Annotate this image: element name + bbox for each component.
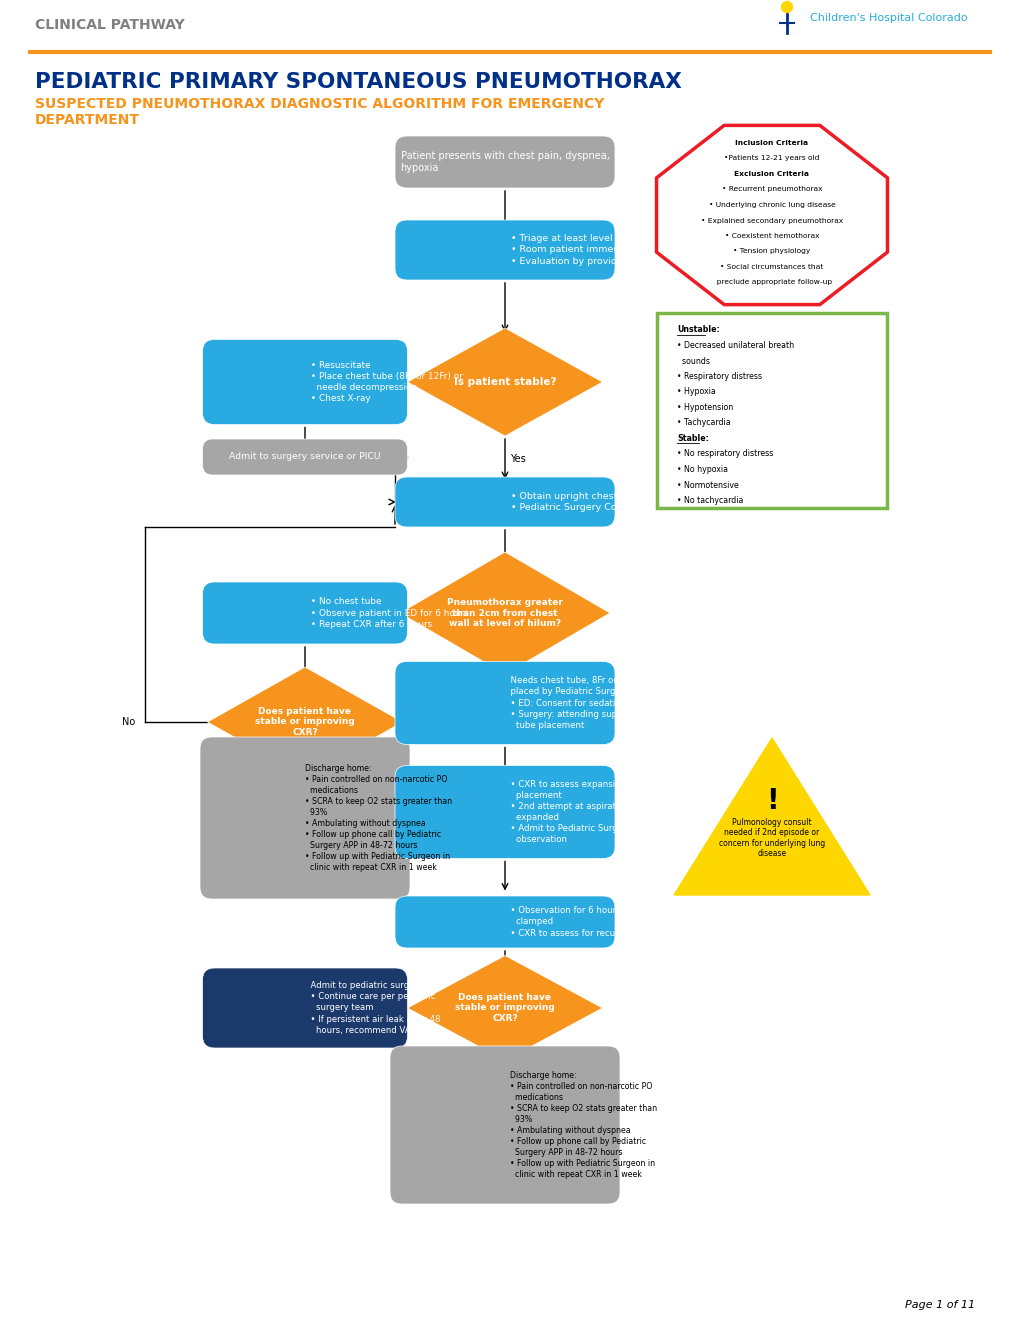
Text: • Observation for 6 hours with catheter
    clamped
  • CXR to assess for recurr: • Observation for 6 hours with catheter … <box>504 907 681 937</box>
Text: Discharge home:
  • Pain controlled on non-narcotic PO
    medications
  • SCRA : Discharge home: • Pain controlled on non… <box>504 1071 656 1180</box>
Text: Is patient stable?: Is patient stable? <box>453 378 555 387</box>
Text: Unstable:: Unstable: <box>677 326 719 334</box>
Text: • Explained secondary pneumothorax: • Explained secondary pneumothorax <box>700 218 843 223</box>
Text: No: No <box>121 717 135 727</box>
Polygon shape <box>674 738 869 895</box>
Text: • Social circumstances that: • Social circumstances that <box>719 264 822 271</box>
FancyBboxPatch shape <box>394 766 614 858</box>
Text: • Tension physiology: • Tension physiology <box>733 248 810 255</box>
FancyBboxPatch shape <box>394 661 614 744</box>
Text: Does patient have
stable or improving
CXR?: Does patient have stable or improving CX… <box>255 708 355 737</box>
Text: • Respiratory distress: • Respiratory distress <box>677 372 761 381</box>
Text: •Patients 12-21 years old: •Patients 12-21 years old <box>723 156 819 161</box>
Text: • Decreased unilateral breath: • Decreased unilateral breath <box>677 341 794 350</box>
Text: Yes: Yes <box>510 454 526 465</box>
Text: Page 1 of 11: Page 1 of 11 <box>904 1300 974 1309</box>
Text: • No respiratory distress: • No respiratory distress <box>677 450 772 458</box>
Text: • Coexistent hemothorax: • Coexistent hemothorax <box>723 234 818 239</box>
Polygon shape <box>656 125 887 305</box>
Text: !: ! <box>765 787 777 814</box>
Text: Stable:: Stable: <box>677 434 708 444</box>
Text: No: No <box>361 598 374 609</box>
Text: • Tachycardia: • Tachycardia <box>677 418 730 428</box>
Text: Admit to pediatric surgery
  • Continue care per pediatric
    surgery team
  • : Admit to pediatric surgery • Continue ca… <box>305 981 440 1035</box>
FancyBboxPatch shape <box>394 896 614 948</box>
Polygon shape <box>408 327 602 436</box>
Text: No: No <box>366 993 379 1003</box>
Text: • Obtain upright chest x-ray
  • Pediatric Surgery Consult: • Obtain upright chest x-ray • Pediatric… <box>504 492 644 512</box>
Text: Inclusion Criteria: Inclusion Criteria <box>735 140 808 147</box>
FancyBboxPatch shape <box>394 477 614 527</box>
Text: Yes: Yes <box>310 793 325 804</box>
Text: • No tachycardia: • No tachycardia <box>677 496 743 506</box>
Text: Admit to surgery service or PICU: Admit to surgery service or PICU <box>229 453 380 462</box>
Text: • Triage at least level 2
  • Room patient immediately
  • Evaluation by provide: • Triage at least level 2 • Room patient… <box>504 235 645 265</box>
FancyBboxPatch shape <box>203 582 408 644</box>
FancyBboxPatch shape <box>203 968 408 1048</box>
FancyBboxPatch shape <box>656 313 887 507</box>
Text: • Recurrent pneumothorax: • Recurrent pneumothorax <box>721 186 821 193</box>
FancyBboxPatch shape <box>389 1045 620 1204</box>
Polygon shape <box>408 956 602 1060</box>
Text: SUSPECTED PNEUMOTHORAX DIAGNOSTIC ALGORITHM FOR EMERGENCY
DEPARTMENT: SUSPECTED PNEUMOTHORAX DIAGNOSTIC ALGORI… <box>35 96 604 127</box>
FancyBboxPatch shape <box>394 220 614 280</box>
Text: • No chest tube
  • Observe patient in ED for 6 hours
  • Repeat CXR after 6 hou: • No chest tube • Observe patient in ED … <box>305 598 469 628</box>
FancyBboxPatch shape <box>203 440 408 475</box>
FancyBboxPatch shape <box>200 737 410 899</box>
Polygon shape <box>399 552 609 675</box>
Text: PEDIATRIC PRIMARY SPONTANEOUS PNEUMOTHORAX: PEDIATRIC PRIMARY SPONTANEOUS PNEUMOTHOR… <box>35 73 682 92</box>
Text: Pneumothorax greater
than 2cm from chest
wall at level of hilum?: Pneumothorax greater than 2cm from chest… <box>446 598 562 628</box>
Text: • Normotensive: • Normotensive <box>677 480 738 490</box>
Text: sounds: sounds <box>677 356 709 366</box>
Text: Patient presents with chest pain, dyspnea,
hypoxia: Patient presents with chest pain, dyspne… <box>400 150 608 173</box>
Text: CLINICAL PATHWAY: CLINICAL PATHWAY <box>35 18 184 32</box>
Circle shape <box>781 1 792 12</box>
Text: • Hypoxia: • Hypoxia <box>677 388 715 396</box>
FancyBboxPatch shape <box>203 339 408 425</box>
Text: Discharge home:
• Pain controlled on non-narcotic PO
  medications
• SCRA to kee: Discharge home: • Pain controlled on non… <box>305 763 451 873</box>
Text: Does patient have
stable or improving
CXR?: Does patient have stable or improving CX… <box>454 993 554 1023</box>
Text: Exclusion Criteria: Exclusion Criteria <box>734 172 809 177</box>
Text: Children's Hospital Colorado: Children's Hospital Colorado <box>809 13 967 22</box>
FancyBboxPatch shape <box>394 136 614 187</box>
Text: Yes: Yes <box>510 1076 526 1085</box>
Text: Needs chest tube, 8Fr or 12Fr pigtail
  placed by Pediatric Surgery in ED
  • ED: Needs chest tube, 8Fr or 12Fr pigtail pl… <box>504 676 674 730</box>
Text: Pulmonology consult
needed if 2nd episode or
concern for underlying lung
disease: Pulmonology consult needed if 2nd episod… <box>718 818 824 858</box>
Text: • No hypoxia: • No hypoxia <box>677 465 728 474</box>
Text: • CXR to assess expansion after pigtail
    placement
  • 2nd attempt at aspirat: • CXR to assess expansion after pigtail … <box>504 780 678 845</box>
Polygon shape <box>207 667 403 777</box>
Text: • Hypotension: • Hypotension <box>677 403 733 412</box>
Text: • Resuscitate
  • Place chest tube (8Fr or 12Fr) or
    needle decompression
  •: • Resuscitate • Place chest tube (8Fr or… <box>305 360 463 403</box>
Text: • Underlying chronic lung disease: • Underlying chronic lung disease <box>708 202 835 209</box>
Text: Yes: Yes <box>510 690 526 700</box>
Text: No: No <box>366 367 379 378</box>
Text: preclude appropriate follow-up: preclude appropriate follow-up <box>711 280 832 285</box>
